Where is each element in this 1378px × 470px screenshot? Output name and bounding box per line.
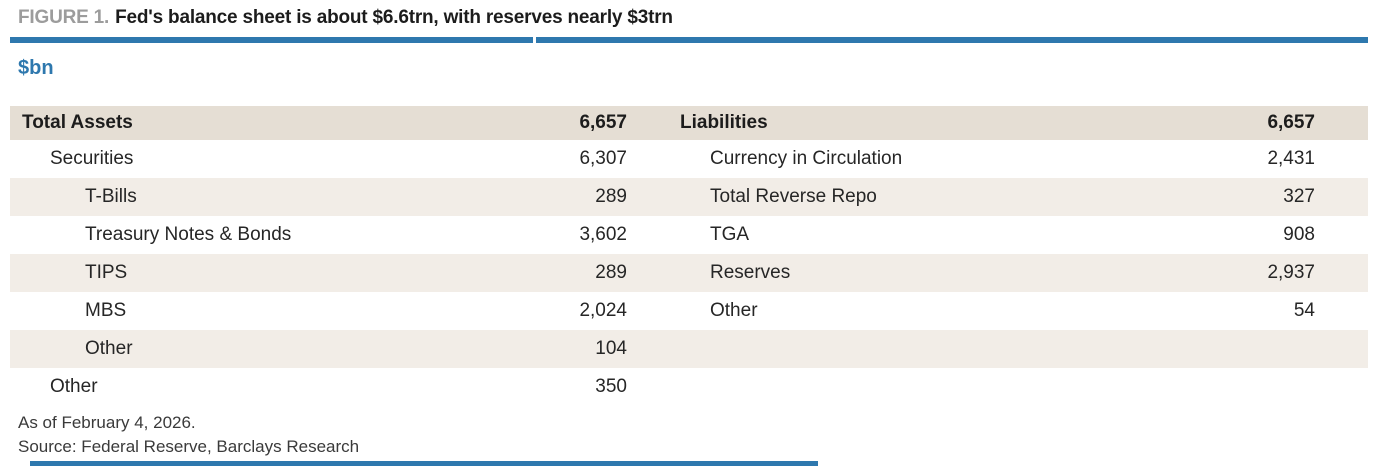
liability-value-cell [1140, 368, 1368, 406]
liability-label-cell: TGA [710, 224, 750, 245]
as-of-note: As of February 4, 2026. [18, 413, 196, 432]
balance-sheet-table: Total Assets 6,657 Liabilities 6,657 Sec… [10, 106, 1368, 406]
table-row: Securities 6,307 Currency in Circulation… [10, 140, 1368, 178]
liability-value-cell: 2,937 [1267, 262, 1315, 283]
asset-label-cell: T-Bills [85, 186, 137, 207]
table-row: T-Bills 289 Total Reverse Repo 327 [10, 178, 1368, 216]
asset-value-cell: 289 [595, 186, 627, 207]
liabilities-total-cell: 6,657 [1267, 112, 1315, 133]
liabilities-header-cell: Liabilities [680, 112, 768, 133]
liability-value-cell: 327 [1283, 186, 1315, 207]
liability-value-cell: 2,431 [1267, 148, 1315, 169]
asset-value-cell: 104 [595, 338, 627, 359]
source-note: Source: Federal Reserve, Barclays Resear… [18, 437, 360, 456]
liability-label-cell [627, 330, 1140, 368]
asset-value-cell: 6,307 [579, 148, 627, 169]
liability-label-cell: Other [710, 300, 758, 321]
table-row: Treasury Notes & Bonds 3,602 TGA 908 [10, 216, 1368, 254]
liability-value-cell [1140, 330, 1368, 368]
asset-value-cell: 3,602 [579, 224, 627, 245]
figure-heading: Fed's balance sheet is about $6.6trn, wi… [115, 7, 673, 28]
table-row: Other 104 [10, 330, 1368, 368]
asset-label-cell: MBS [85, 300, 127, 321]
asset-value-cell: 350 [595, 376, 627, 397]
liability-label-cell: Total Reverse Repo [710, 186, 877, 207]
liability-label-cell: Reserves [710, 262, 791, 283]
asset-value-cell: 2,024 [579, 300, 627, 321]
table-row: Other 350 [10, 368, 1368, 406]
table-header-row: Total Assets 6,657 Liabilities 6,657 [10, 106, 1368, 140]
asset-label-cell: Securities [50, 148, 134, 169]
liability-value-cell: 54 [1293, 300, 1315, 321]
asset-label-cell: Treasury Notes & Bonds [85, 224, 292, 245]
top-rule-left-segment [10, 37, 533, 43]
top-rule-right-segment [536, 37, 1368, 43]
units-label: $bn [18, 57, 54, 79]
top-rule [10, 37, 1368, 43]
table-row: TIPS 289 Reserves 2,937 [10, 254, 1368, 292]
asset-value-cell: 289 [595, 262, 627, 283]
asset-label-cell: Other [85, 338, 133, 359]
bottom-rule [30, 461, 818, 466]
assets-header-cell: Total Assets [22, 112, 133, 133]
footnotes: As of February 4, 2026. Source: Federal … [18, 411, 359, 459]
table-row: MBS 2,024 Other 54 [10, 292, 1368, 330]
table-body: Securities 6,307 Currency in Circulation… [10, 140, 1368, 406]
liability-label-cell: Currency in Circulation [710, 148, 903, 169]
asset-label-cell: Other [50, 376, 98, 397]
asset-label-cell: TIPS [85, 262, 128, 283]
liability-label-cell [627, 368, 1140, 406]
liability-value-cell: 908 [1283, 224, 1315, 245]
figure-number-label: FIGURE 1. [18, 7, 110, 28]
assets-total-cell: 6,657 [579, 112, 627, 133]
figure-title: FIGURE 1. Fed's balance sheet is about $6… [18, 7, 673, 29]
